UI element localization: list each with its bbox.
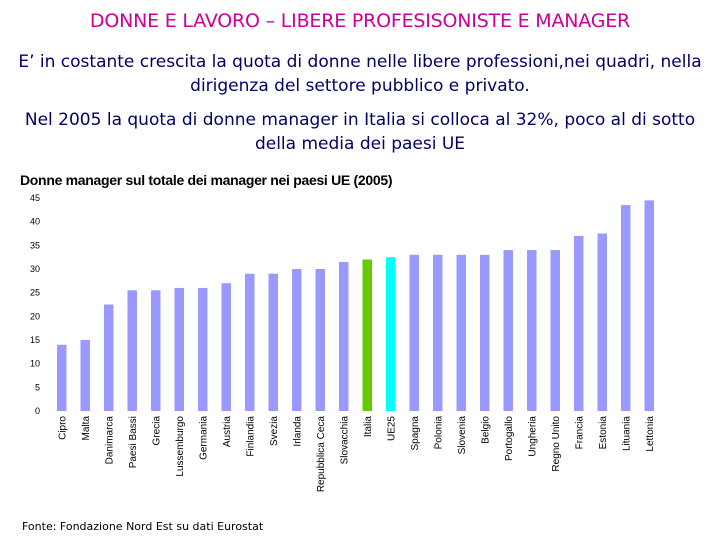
bar-grecia xyxy=(151,290,161,411)
x-tick-label: Slovenia xyxy=(457,416,468,455)
y-tick-label: 0 xyxy=(35,406,40,416)
bar-finlandia xyxy=(245,273,255,411)
x-tick-label: Portogallo xyxy=(504,416,515,461)
bar-lettonia xyxy=(644,200,654,411)
x-tick-label: UE25 xyxy=(386,416,397,441)
bar-estonia xyxy=(597,233,607,411)
bar-francia xyxy=(574,235,584,411)
x-tick-label: Malta xyxy=(81,416,92,441)
x-tick-label: Estonia xyxy=(598,416,609,450)
source-note: Fonte: Fondazione Nord Est su dati Euros… xyxy=(22,520,264,533)
y-tick-label: 10 xyxy=(30,359,40,369)
bar-spagna xyxy=(409,254,419,411)
x-tick-label: Belgio xyxy=(480,416,491,444)
x-tick-label: Finlandia xyxy=(245,416,256,457)
x-tick-label: Lettonia xyxy=(645,416,656,452)
intro-paragraph: E’ in costante crescita la quota di donn… xyxy=(18,52,702,96)
y-tick-label: 15 xyxy=(30,335,40,345)
bar-malta xyxy=(80,340,90,411)
y-tick-label: 35 xyxy=(30,240,40,250)
x-tick-label: Slovacchia xyxy=(339,416,350,465)
y-tick-label: 25 xyxy=(30,288,40,298)
x-tick-label: Cipro xyxy=(57,416,68,440)
bar-danimarca xyxy=(104,304,114,411)
y-tick-label: 40 xyxy=(30,217,40,227)
page-title: DONNE E LAVORO – LIBERE PROFESISONISTE E… xyxy=(89,10,631,32)
x-tick-label: Danimarca xyxy=(104,416,115,465)
bar-paesi-bassi xyxy=(127,290,137,411)
x-tick-label: Spagna xyxy=(410,416,421,451)
bar-austria xyxy=(221,283,231,411)
bar-slovacchia xyxy=(339,261,349,411)
bar-portogallo xyxy=(503,250,513,411)
x-axis-labels: Cipro Malta Danimarca Paesi Bassi Grecia Luss… xyxy=(57,416,656,493)
x-tick-label: Francia xyxy=(574,416,585,450)
bar-polonia xyxy=(433,254,443,411)
x-tick-label: Ungheria xyxy=(527,416,538,457)
x-tick-label: Paesi Bassi xyxy=(128,416,139,468)
y-tick-label: 20 xyxy=(30,311,40,321)
x-tick-label: Lituania xyxy=(621,416,632,451)
y-tick-label: 5 xyxy=(35,382,40,392)
x-tick-label: Lussemburgo xyxy=(175,416,186,477)
y-axis: 0 5 10 15 20 25 30 35 40 45 xyxy=(30,193,40,416)
bar-lituania xyxy=(621,205,631,411)
y-tick-label: 45 xyxy=(30,193,40,203)
bar-regno-unito xyxy=(550,250,560,411)
bar-lussemburgo xyxy=(174,287,184,411)
x-tick-label: Irlanda xyxy=(292,416,303,447)
x-tick-label: Austria xyxy=(222,416,233,448)
bar-belgio xyxy=(480,254,490,411)
bar-irlanda xyxy=(292,269,302,411)
bar-ungheria xyxy=(527,250,537,411)
bar-ue25 xyxy=(386,257,396,411)
x-tick-label: Repubblica Ceca xyxy=(316,416,327,493)
bar-cipro xyxy=(57,344,67,411)
x-tick-label: Polonia xyxy=(433,416,444,450)
x-tick-label: Grecia xyxy=(151,416,162,446)
x-tick-label: Italia xyxy=(363,416,374,438)
bar-italia xyxy=(362,259,372,411)
bar-slovenia xyxy=(456,254,466,411)
summary-paragraph: Nel 2005 la quota di donne manager in It… xyxy=(24,110,696,154)
y-tick-label: 30 xyxy=(30,264,40,274)
bar-repubblica-ceca xyxy=(315,269,325,411)
bar-germania xyxy=(198,287,208,411)
bars-group xyxy=(57,200,654,411)
x-tick-label: Regno Unito xyxy=(551,416,562,472)
x-tick-label: Germania xyxy=(198,416,209,460)
x-tick-label: Svezia xyxy=(269,416,280,446)
chart-title: Donne manager sul totale dei manager nei… xyxy=(20,172,393,188)
bar-svezia xyxy=(268,273,278,411)
